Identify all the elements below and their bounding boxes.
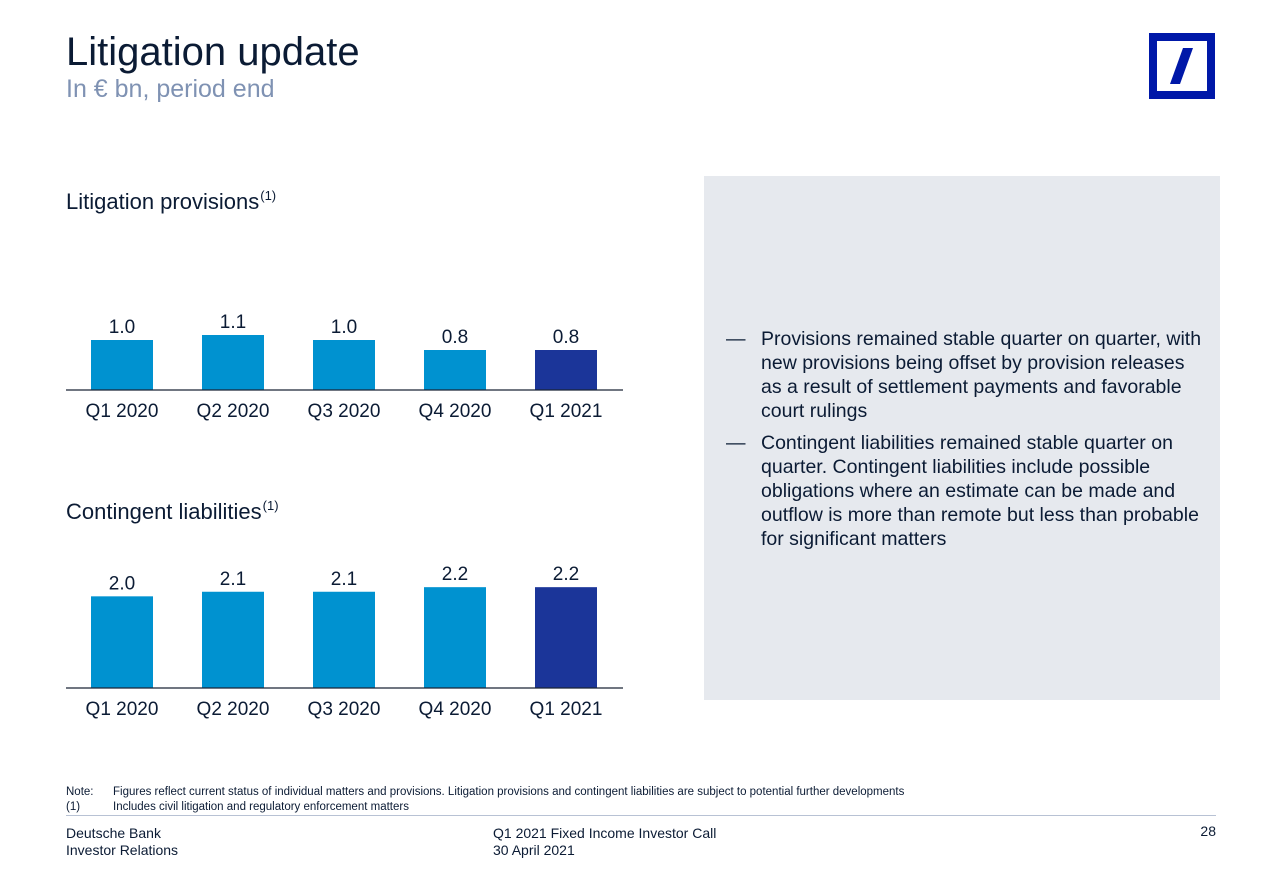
page-number: 28 (1200, 823, 1216, 839)
deutsche-bank-logo-icon (1149, 33, 1215, 99)
provisions-bar-3 (424, 350, 486, 390)
page-title: Litigation update (66, 30, 360, 74)
provisions-value-label-3: 0.8 (442, 327, 468, 348)
commentary-bullets: — Provisions remained stable quarter on … (726, 327, 1206, 559)
provisions-category-label-0: Q1 2020 (86, 401, 159, 422)
provisions-bar-4 (535, 350, 597, 390)
bullet-text: Contingent liabilities remained stable q… (761, 432, 1199, 550)
litigation-provisions-title-text: Litigation provisions (66, 189, 260, 214)
bullet-contingent: — Contingent liabilities remained stable… (726, 431, 1206, 551)
bullet-text: Provisions remained stable quarter on qu… (761, 328, 1202, 422)
footer-date: 30 April 2021 (493, 842, 575, 858)
provisions-category-label-1: Q2 2020 (197, 401, 270, 422)
provisions-category-label-2: Q3 2020 (308, 401, 381, 422)
contingent-bar-4 (535, 587, 597, 688)
contingent-category-label-1: Q2 2020 (197, 699, 270, 720)
contingent-liabilities-title: Contingent liabilities(1) (66, 493, 279, 525)
contingent-value-label-4: 2.2 (553, 564, 579, 585)
bullet-provisions: — Provisions remained stable quarter on … (726, 327, 1206, 423)
footnote-text: Includes civil litigation and regulatory… (113, 801, 409, 813)
bullet-dash: — (726, 328, 746, 350)
contingent-value-label-0: 2.0 (109, 573, 135, 594)
contingent-liabilities-title-text: Contingent liabilities (66, 499, 262, 524)
contingent-value-label-1: 2.1 (220, 569, 246, 590)
footer-event: Q1 2021 Fixed Income Investor Call (493, 825, 717, 841)
contingent-category-label-0: Q1 2020 (86, 699, 159, 720)
note-text: Figures reflect current status of indivi… (113, 786, 905, 798)
contingent-liabilities-footnote-ref: (1) (262, 498, 279, 513)
footer-company: Deutsche Bank (66, 825, 161, 841)
contingent-category-label-2: Q3 2020 (308, 699, 381, 720)
footer-department: Investor Relations (66, 842, 179, 858)
contingent-bar-3 (424, 587, 486, 688)
litigation-provisions-footnote-ref: (1) (260, 188, 277, 203)
footnote-label: (1) (66, 801, 81, 813)
contingent-liabilities-chart: 2.0 Q1 2020 2.1 Q2 2020 2.1 Q3 2020 2.2 Q4 2020… (66, 564, 623, 720)
footer-divider (66, 815, 1216, 816)
contingent-bar-0 (91, 596, 153, 688)
provisions-bar-2 (313, 340, 375, 390)
contingent-category-label-4: Q1 2021 (530, 699, 603, 720)
footnote-line: (1) Includes civil litigation and regulat… (66, 800, 409, 814)
note-label: Note: (66, 786, 94, 798)
page-subtitle: In € bn, period end (66, 75, 275, 103)
provisions-bar-1 (202, 335, 264, 390)
provisions-bar-0 (91, 340, 153, 390)
provisions-value-label-0: 1.0 (109, 317, 135, 338)
commentary-panel (704, 176, 1220, 700)
contingent-bar-1 (202, 591, 264, 688)
provisions-category-label-4: Q1 2021 (530, 401, 603, 422)
contingent-value-label-2: 2.1 (331, 569, 357, 590)
contingent-bar-2 (313, 591, 375, 688)
provisions-value-label-4: 0.8 (553, 327, 579, 348)
provisions-value-label-1: 1.1 (220, 312, 246, 333)
contingent-value-label-3: 2.2 (442, 564, 468, 585)
litigation-provisions-title: Litigation provisions(1) (66, 183, 276, 215)
provisions-category-label-3: Q4 2020 (419, 401, 492, 422)
note-line: Note: Figures reflect current status of i… (66, 785, 904, 799)
provisions-value-label-2: 1.0 (331, 317, 357, 338)
bullet-dash: — (726, 432, 746, 454)
contingent-category-label-3: Q4 2020 (419, 699, 492, 720)
litigation-provisions-chart: 1.0 Q1 2020 1.1 Q2 2020 1.0 Q3 2020 0.8 Q4 2020… (66, 312, 623, 422)
